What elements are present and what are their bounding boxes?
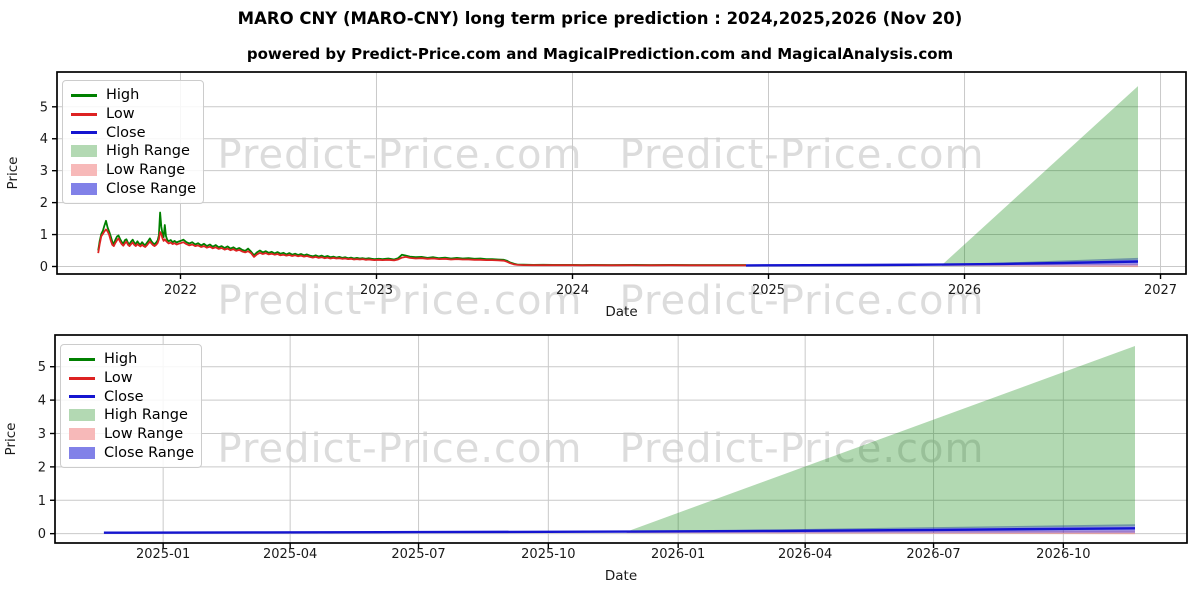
y-tick-label: 1 xyxy=(38,494,46,509)
watermark: Predict-Price.com xyxy=(217,278,583,324)
y-tick-label: 2 xyxy=(38,460,46,475)
x-tick-label: 2025 xyxy=(752,283,785,298)
legend-swatch-close xyxy=(69,395,95,399)
x-tick-label: 2023 xyxy=(360,283,393,298)
legend-swatch-close-range xyxy=(69,446,95,459)
x-tick-label: 2022 xyxy=(164,283,197,298)
x-tick-label: 2025-01 xyxy=(136,547,190,562)
legend-item: High xyxy=(69,350,191,369)
legend: High Low Close High Range Low Range Close Ran… xyxy=(60,344,202,468)
y-tick-label: 0 xyxy=(38,527,46,542)
long-term-chart: 2022 2023 2024 2025 2026 2027 0 1 2 3 4 5 Date Price xyxy=(0,62,1200,330)
legend-swatch-high-range xyxy=(69,409,95,422)
legend-swatch-close-range xyxy=(71,182,97,195)
long-term-chart-svg: 2022 2023 2024 2025 2026 2027 0 1 2 3 4 5 Date Price xyxy=(5,71,1187,320)
legend-swatch-low xyxy=(71,112,97,116)
legend-item: High Range xyxy=(71,142,193,161)
x-tick-label: 2026-01 xyxy=(651,547,705,562)
y-axis-label: Price xyxy=(5,157,21,190)
y-tick-label: 1 xyxy=(40,228,48,243)
x-tick-label: 2027 xyxy=(1144,283,1177,298)
page-subtitle: powered by Predict-Price.com and Magical… xyxy=(246,45,954,63)
legend-item: High Range xyxy=(69,406,191,425)
y-tick-label: 4 xyxy=(38,394,46,409)
x-tick-label: 2025-07 xyxy=(391,547,445,562)
page-title: MARO CNY (MARO-CNY) long term price pred… xyxy=(237,9,963,28)
legend-label: Close xyxy=(106,124,146,141)
x-axis-label: Date xyxy=(605,304,637,320)
legend-item: Low xyxy=(71,105,193,124)
legend-label: Low xyxy=(104,370,133,386)
legend-swatch-high-range xyxy=(71,145,97,158)
y-tick-label: 0 xyxy=(40,260,48,275)
high-range-fan xyxy=(626,346,1135,532)
legend-label: Low xyxy=(106,106,135,122)
y-axis-label: Price xyxy=(3,423,19,456)
legend-swatch-high xyxy=(71,93,97,97)
low-range-band xyxy=(942,263,1138,268)
legend-swatch-low xyxy=(69,376,95,380)
y-tick-label: 5 xyxy=(38,360,46,375)
close-prediction-line xyxy=(103,527,1136,534)
watermark: Predict-Price.com xyxy=(619,278,985,324)
low-range-band xyxy=(626,530,1135,535)
legend-label: Low Range xyxy=(104,426,184,443)
detail-chart: 2025-01 2025-04 2025-07 2025-10 2026-01 2026-… xyxy=(0,330,1200,600)
legend-label: Low Range xyxy=(106,162,186,179)
legend-label: Close xyxy=(104,388,144,405)
detail-chart-svg: 2025-01 2025-04 2025-07 2025-10 2026-01 2026-… xyxy=(3,334,1188,584)
y-tick-label: 5 xyxy=(40,100,48,115)
x-tick-label: 2026-04 xyxy=(778,547,832,562)
y-tick-label: 4 xyxy=(40,132,48,147)
legend-label: Close Range xyxy=(106,180,197,197)
legend-item: Low xyxy=(69,369,191,388)
x-axis-label: Date xyxy=(605,568,637,584)
x-tick-label: 2026-07 xyxy=(906,547,960,562)
y-tick-label: 3 xyxy=(40,164,48,179)
x-tick-label: 2026-10 xyxy=(1036,547,1090,562)
legend-label: Close Range xyxy=(104,444,195,461)
high-range-fan xyxy=(942,86,1138,265)
legend-item: Close xyxy=(69,387,191,406)
legend-label: High xyxy=(104,351,138,368)
legend-item: Close Range xyxy=(69,443,195,462)
legend-label: High xyxy=(106,87,140,104)
legend-item: Low Range xyxy=(71,161,193,180)
legend-swatch-low-range xyxy=(71,164,97,177)
high-line xyxy=(97,211,746,266)
legend-label: High Range xyxy=(106,143,190,160)
legend-swatch-low-range xyxy=(69,428,95,441)
y-tick-label: 2 xyxy=(40,196,48,211)
x-tick-label: 2026 xyxy=(948,283,981,298)
legend-swatch-close xyxy=(71,131,97,135)
y-tick-label: 3 xyxy=(38,427,46,442)
low-line xyxy=(97,228,746,267)
x-tick-label: 2025-10 xyxy=(521,547,575,562)
legend-item: Close xyxy=(71,123,193,142)
legend-swatch-high xyxy=(69,357,95,361)
legend-item: High xyxy=(71,86,193,105)
close-prediction-line xyxy=(745,260,1139,267)
legend-item: Low Range xyxy=(69,425,191,444)
x-tick-label: 2024 xyxy=(556,283,589,298)
legend: High Low Close High Range Low Range Close Ran… xyxy=(62,80,204,204)
legend-label: High Range xyxy=(104,407,188,424)
x-tick-label: 2025-04 xyxy=(263,547,317,562)
legend-item: Close Range xyxy=(71,179,197,198)
